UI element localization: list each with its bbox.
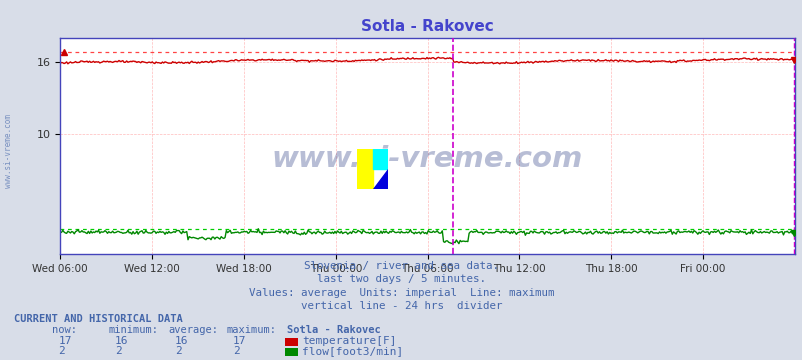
Text: flow[foot3/min]: flow[foot3/min] (302, 346, 403, 356)
Text: 16: 16 (175, 336, 188, 346)
Text: 2: 2 (115, 346, 121, 356)
Polygon shape (357, 149, 372, 189)
Text: 17: 17 (59, 336, 72, 346)
Text: Values: average  Units: imperial  Line: maximum: Values: average Units: imperial Line: ma… (249, 288, 553, 298)
Polygon shape (372, 149, 387, 169)
Text: CURRENT AND HISTORICAL DATA: CURRENT AND HISTORICAL DATA (14, 314, 183, 324)
Text: www.si-vreme.com: www.si-vreme.com (3, 114, 13, 188)
Text: 2: 2 (175, 346, 181, 356)
Text: last two days / 5 minutes.: last two days / 5 minutes. (317, 274, 485, 284)
Text: Sotla - Rakovec: Sotla - Rakovec (287, 325, 381, 335)
Text: www.si-vreme.com: www.si-vreme.com (272, 145, 582, 173)
Text: Slovenia / river and sea data.: Slovenia / river and sea data. (304, 261, 498, 271)
Title: Sotla - Rakovec: Sotla - Rakovec (361, 19, 493, 34)
Text: 17: 17 (233, 336, 246, 346)
Polygon shape (372, 169, 387, 189)
Text: 2: 2 (233, 346, 239, 356)
Text: 16: 16 (115, 336, 128, 346)
Text: temperature[F]: temperature[F] (302, 336, 396, 346)
Text: 2: 2 (59, 346, 65, 356)
Text: minimum:: minimum: (108, 325, 158, 335)
Text: now:: now: (52, 325, 77, 335)
Text: average:: average: (168, 325, 218, 335)
Text: maximum:: maximum: (226, 325, 276, 335)
Text: vertical line - 24 hrs  divider: vertical line - 24 hrs divider (301, 301, 501, 311)
